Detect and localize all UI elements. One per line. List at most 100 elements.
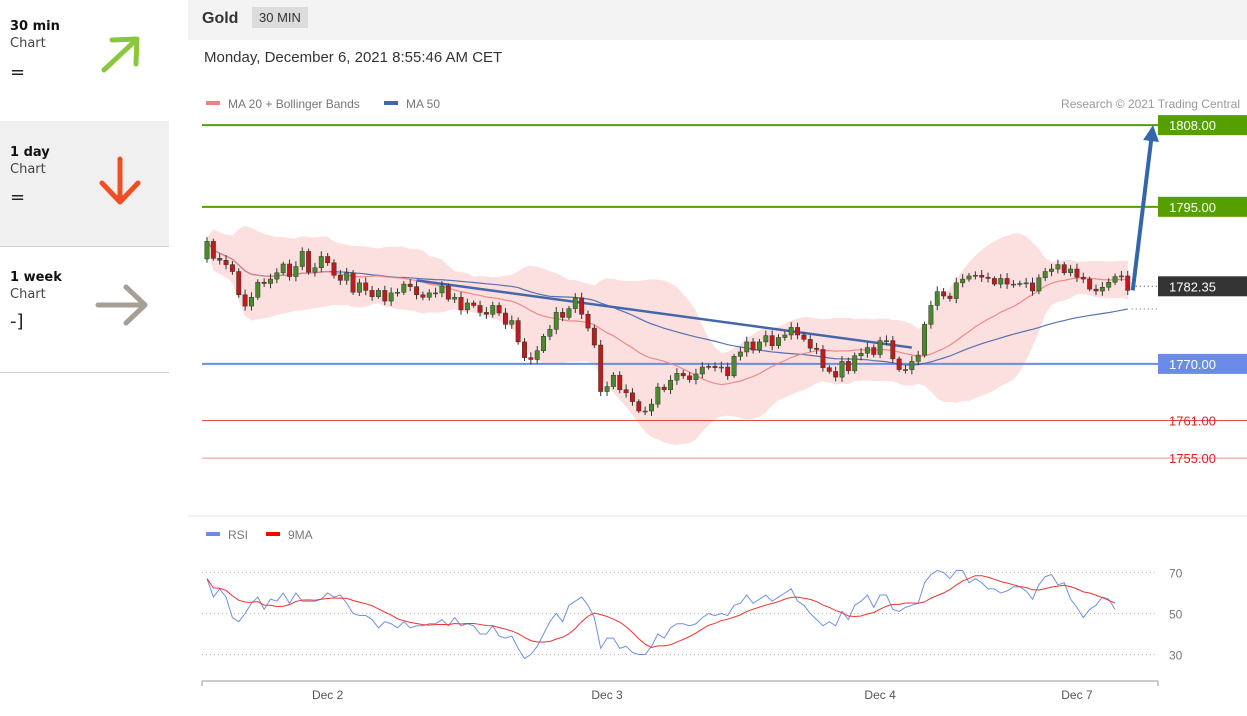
candle-body (693, 373, 699, 380)
moving-averages (206, 241, 1128, 386)
candle-body (1004, 278, 1010, 285)
level-label: 1808.00 (1169, 118, 1216, 133)
level-badge (1158, 353, 1247, 374)
candle-body (344, 272, 350, 281)
candle-body (331, 262, 337, 276)
candle-body (826, 367, 832, 372)
candle-body (1125, 275, 1131, 291)
candle-body (610, 374, 616, 387)
candle-body (204, 241, 210, 260)
level-label: 1770.00 (1169, 357, 1216, 372)
price-chart[interactable]: MA 20 + Bollinger Bands MA 50 Research ©… (188, 40, 1247, 716)
candle-body (1093, 288, 1099, 292)
candle-body (534, 350, 540, 360)
candle-body (528, 357, 534, 360)
candle-body (604, 386, 610, 392)
timeframe-sub: Chart (10, 162, 46, 177)
candle-body (477, 305, 483, 313)
candle-body (953, 282, 959, 299)
rsi-ma-line (206, 575, 1116, 648)
candle-body (369, 290, 375, 297)
candle-body (325, 256, 331, 263)
candle-body (991, 278, 997, 285)
candle-body (706, 366, 712, 368)
rsi-legend-swatch (206, 532, 220, 536)
candle-body (972, 275, 978, 277)
candle-body (852, 355, 858, 372)
candle-body (255, 281, 261, 298)
x-axis: Dec 2 Dec 3 Dec 4 Dec 7 (201, 680, 1159, 702)
timeframe-sidebar: 30 min Chart = 1 day Chart = 1 week Char… (0, 0, 169, 716)
candle-body (909, 361, 915, 370)
ma50-line (206, 241, 1128, 366)
ma20-legend-swatch (206, 101, 220, 105)
timeframe-sub: Chart (10, 36, 46, 51)
candle-body (217, 258, 223, 261)
candle-body (382, 290, 388, 302)
candle-body (483, 312, 489, 315)
timeframe-sub: Chart (10, 287, 46, 302)
candle-body (795, 327, 800, 336)
candle-body (1087, 278, 1093, 290)
candle-body (1011, 283, 1016, 286)
candle-body (979, 275, 985, 278)
candle-body (833, 371, 839, 378)
arrow-down-icon (99, 156, 141, 205)
candle-body (522, 341, 527, 358)
candle-body (356, 282, 362, 293)
timestamp: Monday, December 6, 2021 8:55:46 AM CET (204, 49, 503, 66)
level-label: 1761.00 (1169, 413, 1216, 428)
candle-body (1068, 268, 1074, 274)
candle-body (350, 272, 356, 293)
candle-body (503, 312, 508, 325)
candle-body (1042, 271, 1048, 279)
candle-body (598, 344, 604, 392)
timeframe-badge[interactable]: 30 MIN (252, 7, 308, 28)
candle-body (566, 308, 572, 318)
candle-body (896, 358, 902, 370)
candle-body (744, 341, 750, 353)
candle-body (1036, 277, 1042, 292)
trendline (416, 279, 913, 349)
bollinger-band-area (207, 225, 1128, 445)
timeframe-symbol: -] (10, 311, 24, 332)
candle-body (915, 354, 921, 362)
level-badge (1158, 196, 1247, 217)
candle-body (928, 305, 934, 325)
candle-body (922, 324, 927, 356)
candle-body (712, 366, 718, 368)
candle-body (998, 278, 1004, 285)
candle-body (249, 297, 254, 307)
candle-body (306, 251, 312, 273)
candle-body (718, 366, 724, 369)
candle-body (395, 292, 400, 294)
candle-body (223, 259, 229, 265)
rsi-tick-label: 70 (1169, 567, 1183, 581)
candle-body (814, 347, 820, 350)
candle-body (553, 312, 559, 330)
timeframe-symbol: = (10, 187, 26, 208)
timeframe-1week[interactable]: 1 week Chart -] (0, 247, 169, 373)
bollinger-band (207, 225, 1128, 445)
timeframe-30min[interactable]: 30 min Chart = (0, 0, 169, 126)
timeframe-1day[interactable]: 1 day Chart = (0, 121, 169, 247)
candle-body (287, 263, 292, 277)
timeframe-name: 30 min (10, 19, 60, 34)
candlesticks (204, 237, 1131, 416)
candle-body (445, 285, 451, 300)
rsi-legend: RSI 9MA (206, 528, 313, 542)
candle-body (699, 366, 705, 375)
instrument-title: Gold (202, 10, 239, 27)
candle-body (661, 386, 667, 390)
candle-body (757, 341, 762, 351)
candle-body (496, 305, 502, 314)
x-tick-label: Dec 3 (591, 688, 623, 702)
timeframe-name: 1 day (10, 145, 50, 160)
candle-body (1112, 276, 1118, 283)
arrow-up-right-icon (101, 36, 140, 73)
x-tick-label: Dec 4 (864, 688, 896, 702)
candle-body (674, 373, 680, 381)
chart-header: Gold 30 MIN (188, 0, 1247, 40)
candle-body (579, 297, 585, 315)
candle-body (1074, 268, 1080, 278)
